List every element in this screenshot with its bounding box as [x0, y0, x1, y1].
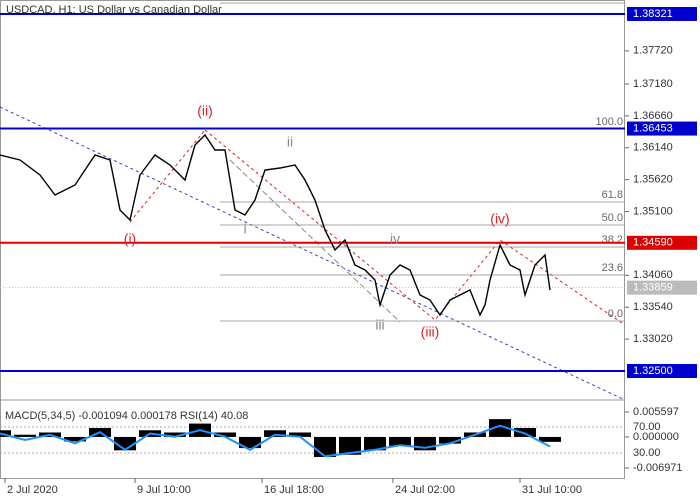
macd-bar [289, 432, 311, 437]
wave-label: iv [390, 231, 400, 247]
level-label: 1.33859 [633, 282, 673, 294]
wave-label: (iv) [490, 211, 509, 227]
y-tick-label: -0.006971 [633, 462, 683, 474]
level-label: 1.34590 [633, 237, 673, 249]
indicator-title: MACD(5,34,5) -0.001094 0.000178 RSI(14) … [5, 410, 248, 422]
macd-bar [264, 430, 286, 437]
macd-bar [339, 436, 361, 455]
x-tick-label: 16 Jul 18:00 [264, 484, 324, 496]
wave-path [204, 129, 626, 326]
fib-label: 61.8 [602, 189, 623, 201]
macd-bar [0, 430, 11, 437]
level-box [627, 280, 697, 295]
level-label: 1.32500 [633, 365, 673, 377]
channel-line [0, 106, 626, 401]
macd-bar [489, 419, 511, 437]
x-tick-label: 9 Jul 10:00 [137, 484, 191, 496]
wave-label: (ii) [197, 103, 213, 119]
y-tick-label: 1.36140 [633, 142, 673, 154]
x-tick-label: 2 Jul 2020 [7, 484, 58, 496]
macd-bar [364, 436, 386, 451]
macd-bar [64, 436, 86, 442]
y-tick-label: 1.34060 [633, 269, 673, 281]
fib-label: 38.2 [602, 234, 623, 246]
fib-label: 50.0 [602, 212, 623, 224]
wave-path [129, 129, 206, 223]
y-tick-label: 1.35100 [633, 205, 673, 217]
fib-label: 161.8 [595, 0, 623, 2]
macd-bar [214, 432, 236, 437]
y2-tick-label: 30.00 [633, 447, 661, 459]
wave-label: i [243, 221, 246, 237]
macd-bar [14, 434, 36, 437]
macd-bar [314, 436, 336, 457]
price-line [0, 133, 551, 317]
fib-label: 100.0 [595, 116, 623, 128]
y-tick-label: 0.000000 [633, 431, 679, 443]
y-tick-label: 0.005597 [633, 406, 679, 418]
macd-bar [389, 436, 411, 446]
y-tick-label: 1.35620 [633, 174, 673, 186]
chart-title: USDCAD, H1: US Dollar vs Canadian Dollar [6, 4, 222, 16]
level-box [627, 235, 697, 250]
macd-bar [164, 432, 186, 437]
rsi-line [0, 424, 551, 458]
fib-label: 0.0 [608, 308, 623, 320]
macd-bar [439, 436, 461, 444]
level-box [627, 6, 697, 21]
y-tick-label: 1.37720 [633, 45, 673, 57]
macd-bar [539, 436, 561, 442]
level-label: 1.38321 [633, 8, 673, 20]
x-tick-label: 24 Jul 02:00 [395, 484, 455, 496]
plot-frame [0, 0, 625, 479]
y-tick-label: 1.33540 [633, 301, 673, 313]
level-label: 1.36453 [633, 122, 673, 134]
wave-label: (iii) [421, 324, 440, 340]
level-box [627, 121, 697, 136]
y-tick-label: 1.37180 [633, 78, 673, 90]
wave-label: iii [375, 317, 384, 333]
macd-bar [239, 436, 261, 449]
level-box [627, 363, 697, 378]
wave-label: (i) [124, 231, 136, 247]
y-tick-label: 1.36660 [633, 110, 673, 122]
fib-label: 23.6 [602, 262, 623, 274]
wave-label: ii [287, 134, 293, 150]
y2-tick-label: 70.00 [633, 421, 661, 433]
x-tick-label: 31 Jul 10:00 [522, 484, 582, 496]
y-tick-label: 1.33020 [633, 333, 673, 345]
trend-line [229, 159, 401, 323]
